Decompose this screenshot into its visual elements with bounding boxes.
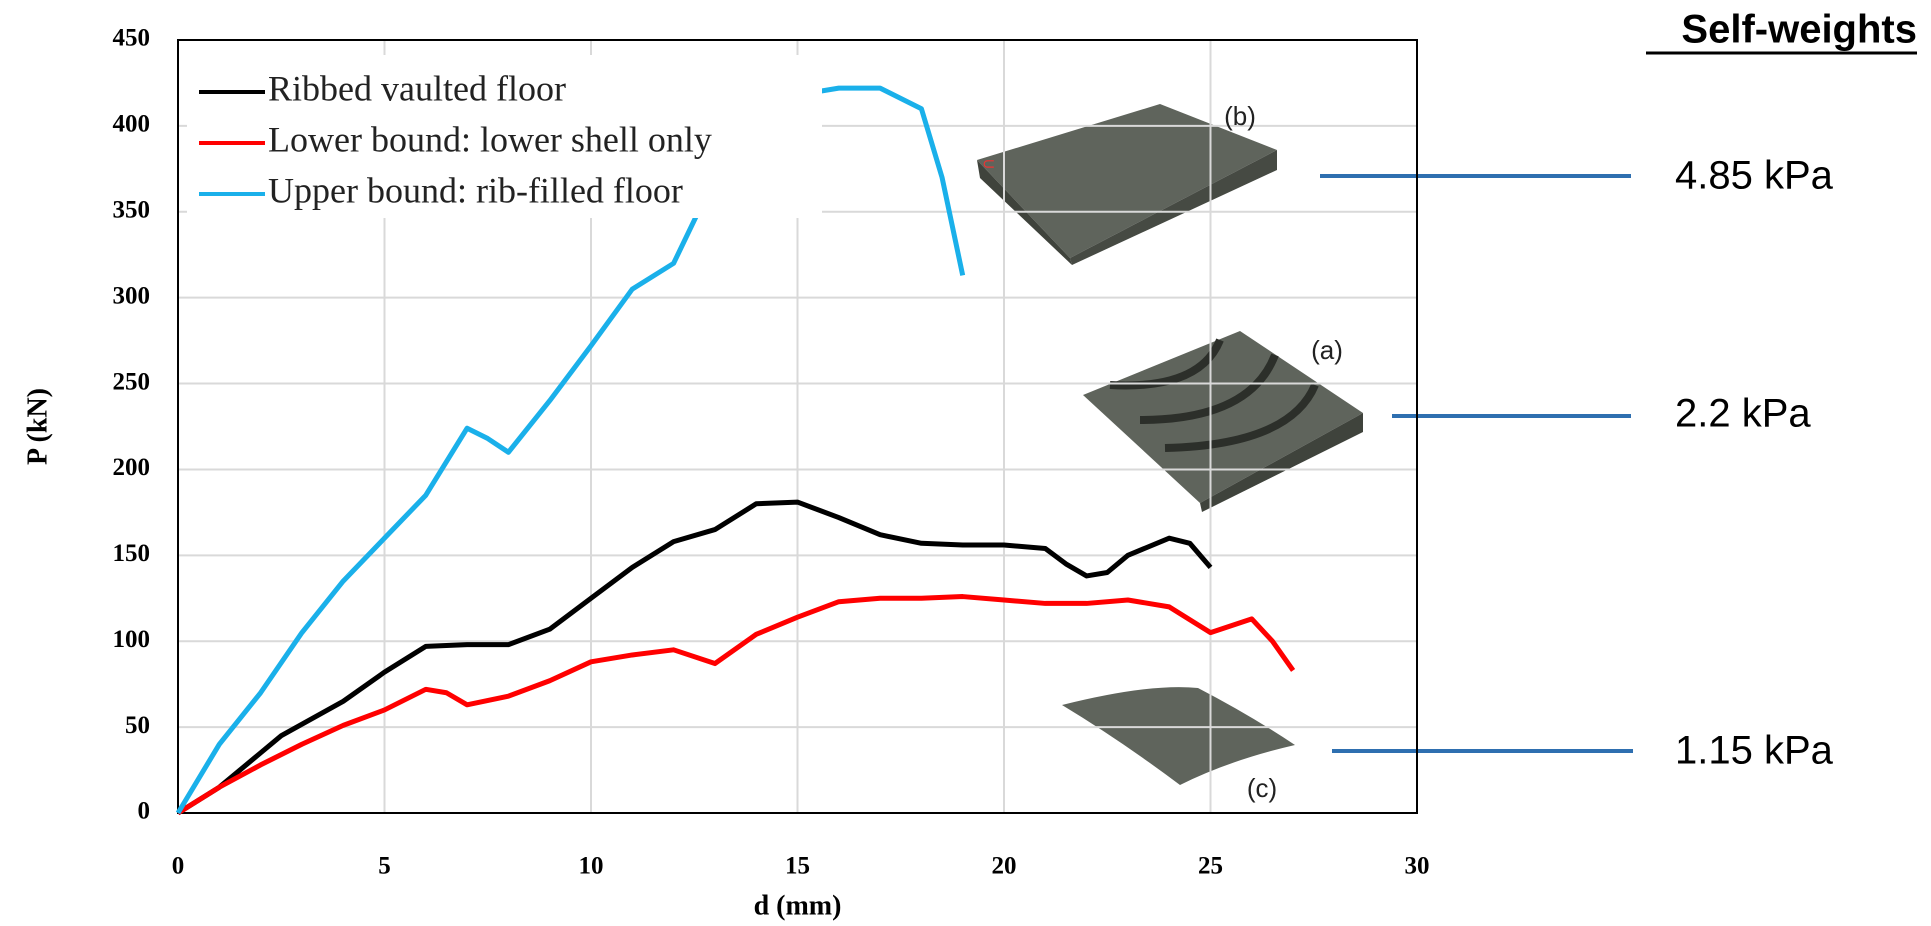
weight-label: 4.85 kPa (1675, 154, 1834, 198)
inset-label: (b) (1224, 101, 1256, 131)
inset-a (1083, 331, 1631, 512)
legend-label: Ribbed vaulted floor (268, 68, 566, 108)
weight-label: 1.15 kPa (1675, 729, 1834, 773)
y-tick-label: 50 (125, 712, 150, 739)
series-line (176, 499, 1213, 816)
inset-c (1062, 687, 1633, 785)
x-tick-label: 0 (172, 853, 185, 880)
y-tick-label: 0 (138, 798, 151, 825)
y-tick-label: 350 (113, 197, 151, 224)
x-tick-label: 20 (992, 853, 1017, 880)
inset-b: ⊂ (977, 104, 1631, 265)
y-axis-label: P (kN) (22, 388, 53, 465)
side-title: Self-weights (1681, 8, 1917, 52)
x-tick-label: 15 (785, 853, 810, 880)
weight-label: 2.2 kPa (1675, 392, 1811, 436)
y-tick-label: 200 (113, 454, 151, 481)
x-axis-label: d (mm) (754, 890, 842, 921)
legend-label: Upper bound: rib-filled floor (268, 170, 683, 210)
legend-label: Lower bound: lower shell only (268, 119, 712, 159)
legend-box (187, 55, 822, 218)
x-tick-label: 30 (1405, 853, 1430, 880)
y-tick-label: 100 (113, 626, 151, 653)
inset-label: (a) (1311, 335, 1343, 365)
series-line (175, 85, 966, 815)
y-tick-label: 400 (113, 111, 151, 138)
y-tick-label: 450 (113, 25, 151, 52)
x-tick-label: 5 (378, 853, 391, 880)
plot-frame (177, 39, 1418, 814)
inset-label: (c) (1247, 773, 1277, 803)
y-tick-label: 300 (113, 282, 151, 309)
support-mark: ⊂ (982, 156, 995, 173)
x-tick-label: 10 (579, 853, 604, 880)
y-tick-label: 150 (113, 540, 151, 567)
x-tick-label: 25 (1198, 853, 1223, 880)
series-line (176, 594, 1296, 816)
y-tick-label: 250 (113, 368, 151, 395)
